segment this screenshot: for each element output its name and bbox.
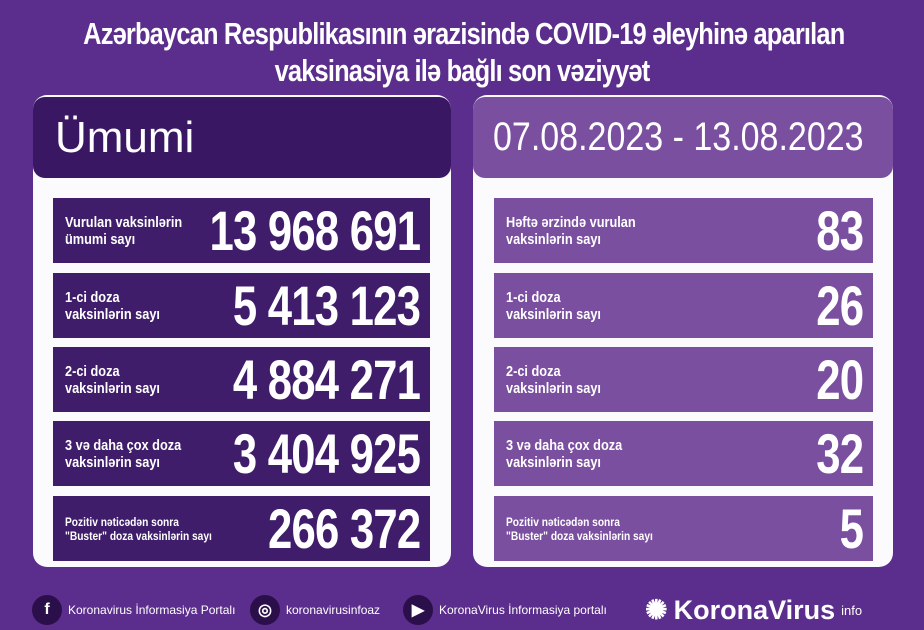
instagram-link[interactable]: ◎ koronavirusinfoaz bbox=[250, 595, 380, 625]
stat-label: 1-ci doza vaksinlərin sayı bbox=[506, 288, 601, 323]
right-stat-row: 1-ci doza vaksinlərin sayı 26 bbox=[494, 273, 873, 338]
stat-label: Pozitiv nəticədən sonra "Buster" doza va… bbox=[506, 514, 653, 543]
stat-value: 83 bbox=[815, 198, 864, 262]
left-stat-row: 1-ci doza vaksinlərin sayı 5 413 123 bbox=[53, 273, 430, 338]
koronavirus-logo: ✺ KoronaVirus info bbox=[645, 595, 862, 626]
stat-value: 5 413 123 bbox=[232, 273, 421, 337]
date-range-text: 07.08.2023 - 13.08.2023 bbox=[493, 115, 864, 159]
stat-value: 266 372 bbox=[267, 496, 421, 560]
facebook-label: Koronavirus İnformasiya Portalı bbox=[68, 603, 236, 617]
youtube-label: KoronaVirus İnformasiya portalı bbox=[439, 603, 607, 617]
stat-label: Vurulan vaksinlərin ümumi sayı bbox=[65, 213, 183, 248]
stat-value: 3 404 925 bbox=[232, 421, 421, 485]
left-stat-row: 3 və daha çox doza vaksinlərin sayı 3 404… bbox=[53, 421, 430, 486]
facebook-link[interactable]: f Koronavirus İnformasiya Portalı bbox=[32, 595, 235, 625]
left-stat-row: 2-ci doza vaksinlərin sayı 4 884 271 bbox=[53, 347, 430, 412]
right-stat-row: 3 və daha çox doza vaksinlərin sayı 32 bbox=[494, 421, 873, 486]
instagram-label: koronavirusinfoaz bbox=[286, 603, 381, 617]
stat-label: 3 və daha çox doza vaksinlərin sayı bbox=[65, 436, 182, 471]
stat-value: 32 bbox=[815, 421, 864, 485]
date-range-header: 07.08.2023 - 13.08.2023 bbox=[473, 97, 893, 178]
right-stat-row: Pozitiv nəticədən sonra "Buster" doza va… bbox=[494, 496, 873, 561]
youtube-icon: ▶ bbox=[403, 595, 433, 625]
left-stat-row: Vurulan vaksinlərin ümumi sayı 13 968 691 bbox=[53, 198, 430, 263]
right-stat-row: 2-ci doza vaksinlərin sayı 20 bbox=[494, 347, 873, 412]
footer: f Koronavirus İnformasiya Portalı ◎ korona… bbox=[0, 590, 924, 630]
title-line-2: vaksinasiya ilə bağlı son vəziyyət bbox=[274, 53, 651, 88]
stat-label: 2-ci doza vaksinlərin sayı bbox=[506, 362, 601, 397]
title-line-1: Azərbaycan Respublikasının ərazisində CO… bbox=[83, 16, 845, 51]
stat-label: Pozitiv nəticədən sonra "Buster" doza va… bbox=[65, 514, 212, 543]
stat-value: 5 bbox=[839, 496, 863, 560]
stat-value: 13 968 691 bbox=[209, 198, 421, 262]
stat-label: 2-ci doza vaksinlərin sayı bbox=[65, 362, 160, 397]
facebook-icon: f bbox=[32, 595, 62, 625]
stat-value: 20 bbox=[815, 347, 864, 411]
left-stat-row: Pozitiv nəticədən sonra "Buster" doza va… bbox=[53, 496, 430, 561]
stat-value: 26 bbox=[815, 273, 864, 337]
stat-label: Həftə ərzində vurulan vaksinlərin sayı bbox=[506, 213, 636, 248]
logo-sup: info bbox=[841, 602, 863, 618]
total-header-text: Ümumi bbox=[55, 112, 195, 162]
stat-label: 1-ci doza vaksinlərin sayı bbox=[65, 288, 160, 323]
right-stat-row: Həftə ərzində vurulan vaksinlərin sayı 83 bbox=[494, 198, 873, 263]
sun-virus-icon: ✺ bbox=[645, 594, 668, 625]
youtube-link[interactable]: ▶ KoronaVirus İnformasiya portalı bbox=[403, 595, 607, 625]
stat-label: 3 və daha çox doza vaksinlərin sayı bbox=[506, 436, 623, 471]
total-header: Ümumi bbox=[33, 97, 451, 178]
instagram-icon: ◎ bbox=[250, 595, 280, 625]
stat-value: 4 884 271 bbox=[232, 347, 421, 411]
logo-text: KoronaVirus bbox=[673, 594, 836, 625]
